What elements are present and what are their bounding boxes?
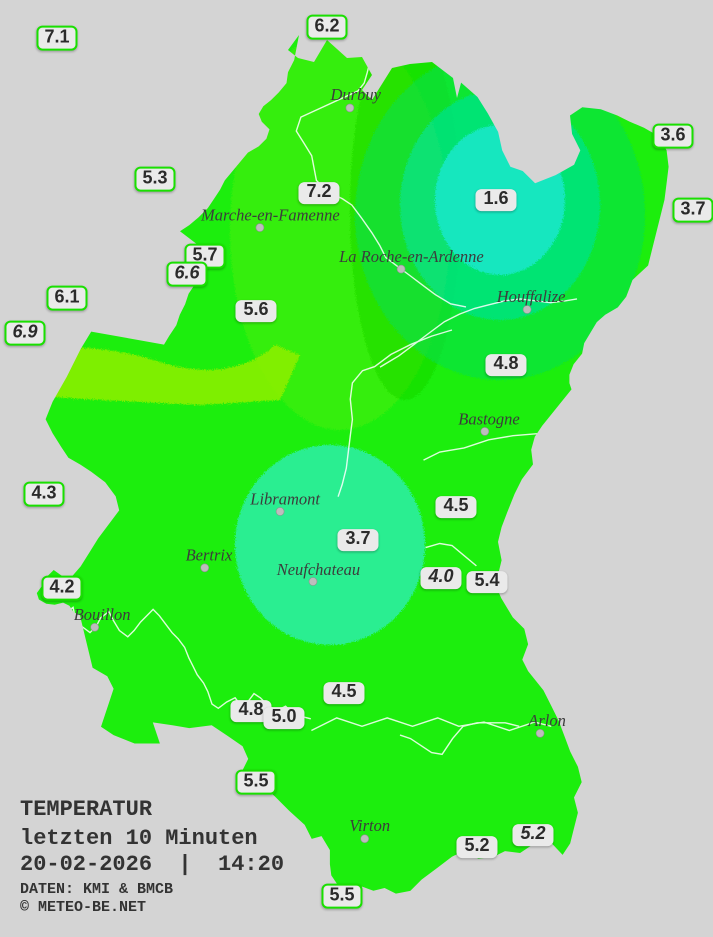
svg-text:Libramont: Libramont: [249, 490, 320, 509]
svg-text:Arlon: Arlon: [527, 711, 566, 730]
svg-text:Bertrix: Bertrix: [186, 546, 233, 565]
svg-text:Bouillon: Bouillon: [74, 605, 131, 624]
svg-text:Marche-en-Famenne: Marche-en-Famenne: [200, 206, 340, 225]
svg-text:Neufchateau: Neufchateau: [276, 560, 360, 579]
svg-text:Bastogne: Bastogne: [458, 410, 519, 429]
svg-text:La Roche-en-Ardenne: La Roche-en-Ardenne: [338, 247, 484, 266]
svg-text:Virton: Virton: [349, 816, 390, 835]
svg-text:Durbuy: Durbuy: [330, 85, 382, 104]
svg-text:Houffalize: Houffalize: [496, 287, 566, 306]
